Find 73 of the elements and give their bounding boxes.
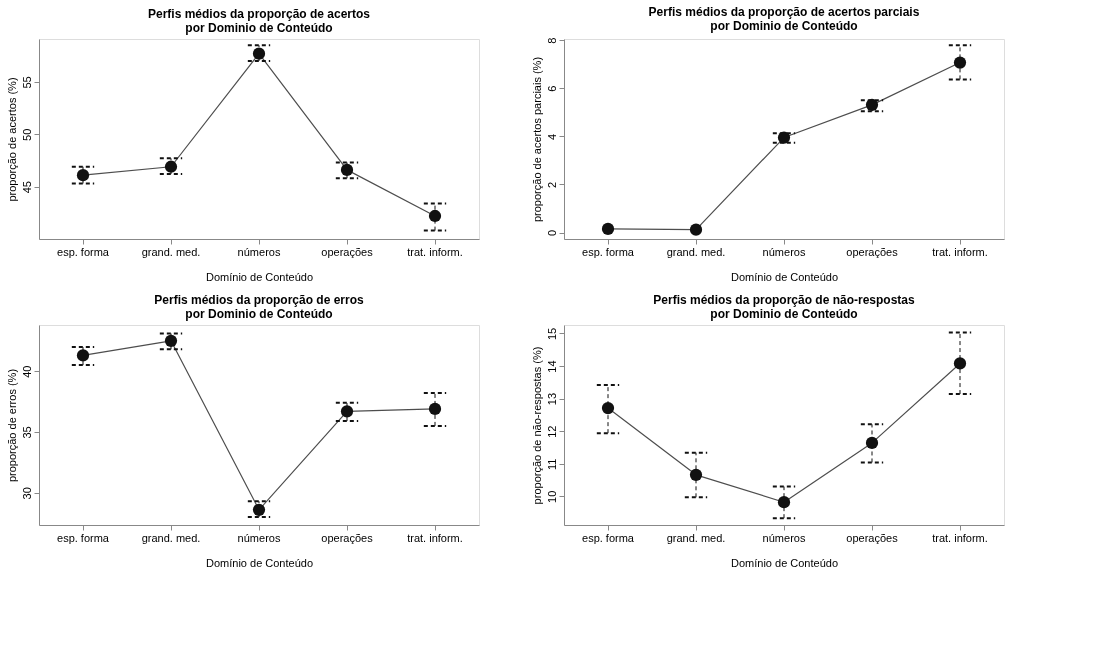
y-tick-label: 30 [20,487,33,500]
point [340,405,354,418]
point [601,222,615,236]
point [428,402,442,415]
y-tick-label: 11 [545,458,558,470]
point [953,357,967,370]
x-axis-title: Domínio de Conteúdo [205,556,314,569]
x-tick-label: esp. forma [57,531,110,544]
point [777,131,791,144]
text: Perfis médios da proporção de não-respostas [653,293,915,307]
text: Perfis médios da proporção de acertos parciais [648,5,920,20]
y-tick-label: 35 [20,426,33,439]
y-tick-label: 13 [545,392,558,406]
y-tick-label: 14 [545,360,558,373]
point [164,334,178,347]
y-tick-label: 55 [20,76,33,89]
y-tick-label: 50 [20,128,33,141]
point [164,160,178,173]
point [865,436,879,450]
point [601,401,615,415]
x-tick-label: números [762,245,806,258]
point [252,47,266,60]
y-tick-label: 4 [545,133,558,140]
y-tick-label: 12 [545,425,558,438]
x-tick-label: grand. med. [666,531,726,544]
text: por Dominio de Conteúdo [185,307,333,321]
y-tick-label: 45 [20,181,33,194]
x-tick-label: trat. inform. [407,245,463,258]
x-tick-label: grand. med. [666,245,726,258]
y-tick-label: 2 [545,181,558,188]
point [689,223,703,236]
x-tick-label: esp. forma [582,245,635,258]
x-tick-label: trat. inform. [932,245,988,258]
point [865,98,879,111]
point [689,468,703,481]
point [777,496,791,509]
point [340,163,354,176]
text: Perfis médios da proporção de acertos [147,7,371,21]
x-axis-title: Domínio de Conteúdo [730,270,839,283]
y-axis-title: proporção de acertos (%) [5,77,18,202]
y-axis-title: proporção de não-respostas (%) [530,346,543,505]
y-tick-label: 40 [20,365,33,378]
point [953,56,967,69]
y-axis-title: proporção de acertos parciais (%) [530,56,543,223]
x-axis-title: Domínio de Conteúdo [205,270,314,283]
x-tick-label: esp. forma [582,531,635,544]
x-tick-label: operações [321,531,374,544]
x-tick-label: números [762,531,806,544]
x-tick-label: trat. inform. [932,531,988,544]
y-axis-title: proporção de erros (%) [5,368,18,483]
y-tick-label: 0 [545,229,558,237]
point [76,169,90,182]
text: Perfis médios da proporção de erros [154,293,364,307]
point [76,349,90,362]
x-tick-label: números [237,531,281,544]
text: por Dominio de Conteúdo [710,19,858,34]
y-tick-label: 10 [545,490,558,503]
text: por Dominio de Conteúdo [710,307,858,321]
point [252,503,266,516]
x-tick-label: operações [846,531,899,544]
x-tick-label: trat. inform. [407,531,463,544]
y-tick-label: 8 [545,37,558,44]
text: por Dominio de Conteúdo [185,21,333,35]
x-tick-label: operações [846,245,899,258]
point [428,209,442,223]
x-tick-label: grand. med. [141,245,201,258]
x-tick-label: números [237,245,281,258]
y-tick-label: 6 [545,85,558,92]
y-tick-label: 15 [545,327,558,341]
x-tick-label: grand. med. [141,531,201,544]
x-axis-title: Domínio de Conteúdo [730,556,839,569]
x-tick-label: operações [321,245,374,258]
x-tick-label: esp. forma [57,245,110,258]
